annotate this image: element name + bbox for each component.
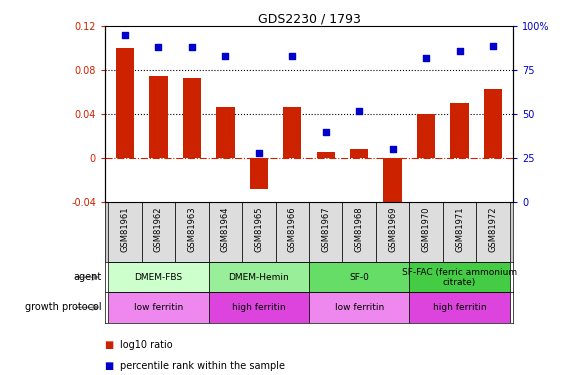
Bar xyxy=(116,48,134,158)
Bar xyxy=(175,202,209,262)
Text: GSM81972: GSM81972 xyxy=(489,207,497,252)
Bar xyxy=(443,202,476,262)
Text: DMEM-Hemin: DMEM-Hemin xyxy=(229,273,289,282)
Text: high ferritin: high ferritin xyxy=(232,303,286,312)
Bar xyxy=(108,292,209,322)
Bar xyxy=(108,202,142,262)
Text: ■: ■ xyxy=(105,361,117,370)
Title: GDS2230 / 1793: GDS2230 / 1793 xyxy=(258,12,360,25)
Text: log10 ratio: log10 ratio xyxy=(120,340,172,350)
Point xyxy=(187,44,196,50)
Point xyxy=(221,53,230,59)
Bar xyxy=(216,108,234,158)
Bar xyxy=(342,202,376,262)
Bar xyxy=(149,76,168,158)
Bar xyxy=(417,114,436,158)
Bar xyxy=(309,262,409,292)
Bar xyxy=(409,202,443,262)
Text: SF-FAC (ferric ammonium
citrate): SF-FAC (ferric ammonium citrate) xyxy=(402,267,517,287)
Bar xyxy=(250,158,268,189)
Text: high ferritin: high ferritin xyxy=(433,303,486,312)
Text: growth protocol: growth protocol xyxy=(26,302,102,312)
Bar xyxy=(209,292,309,322)
Point xyxy=(388,146,397,152)
Point xyxy=(489,42,498,48)
Text: GSM81966: GSM81966 xyxy=(288,207,297,252)
Point xyxy=(154,44,163,50)
Bar xyxy=(350,149,368,158)
Bar xyxy=(142,202,175,262)
Text: GSM81963: GSM81963 xyxy=(187,207,196,252)
Text: low ferritin: low ferritin xyxy=(134,303,183,312)
Bar xyxy=(484,89,502,158)
Bar xyxy=(209,262,309,292)
Text: agent: agent xyxy=(74,272,102,282)
Point xyxy=(321,129,331,135)
Point xyxy=(120,32,129,38)
Bar xyxy=(450,103,469,158)
Text: GSM81961: GSM81961 xyxy=(121,207,129,252)
Point xyxy=(354,108,364,114)
Point xyxy=(254,150,264,156)
Bar xyxy=(409,292,510,322)
Text: GSM81964: GSM81964 xyxy=(221,207,230,252)
Bar xyxy=(376,202,409,262)
Text: DMEM-FBS: DMEM-FBS xyxy=(135,273,182,282)
Bar xyxy=(242,202,276,262)
Bar xyxy=(182,78,201,158)
Bar xyxy=(409,262,510,292)
Text: GSM81968: GSM81968 xyxy=(354,207,364,252)
Text: GSM81962: GSM81962 xyxy=(154,207,163,252)
Bar xyxy=(209,202,242,262)
Bar xyxy=(309,202,342,262)
Text: percentile rank within the sample: percentile rank within the sample xyxy=(120,361,285,370)
Bar xyxy=(309,292,409,322)
Point xyxy=(287,53,297,59)
Text: ■: ■ xyxy=(105,340,117,350)
Bar xyxy=(476,202,510,262)
Text: SF-0: SF-0 xyxy=(349,273,369,282)
Text: GSM81967: GSM81967 xyxy=(321,207,330,252)
Text: GSM81965: GSM81965 xyxy=(254,207,264,252)
Bar xyxy=(283,108,301,158)
Bar xyxy=(384,158,402,218)
Point xyxy=(422,55,431,61)
Bar xyxy=(276,202,309,262)
Bar xyxy=(108,262,209,292)
Point xyxy=(455,48,464,54)
Bar xyxy=(317,152,335,158)
Text: low ferritin: low ferritin xyxy=(335,303,384,312)
Text: GSM81969: GSM81969 xyxy=(388,207,397,252)
Text: GSM81971: GSM81971 xyxy=(455,207,464,252)
Text: GSM81970: GSM81970 xyxy=(422,207,431,252)
